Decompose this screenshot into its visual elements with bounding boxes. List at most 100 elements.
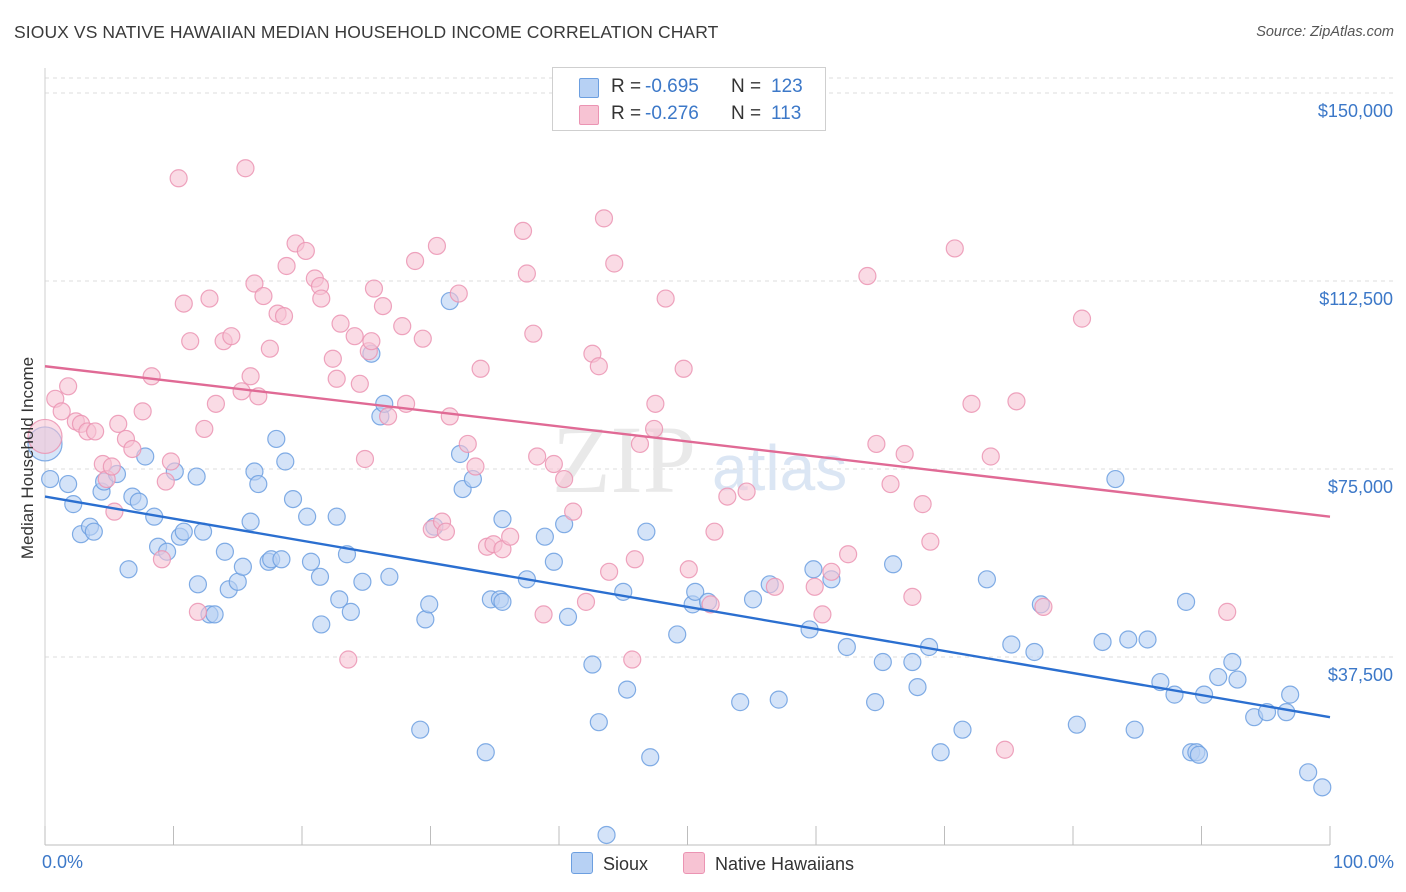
native-hawaiian-point [822, 562, 841, 581]
native-hawaiian-point [312, 289, 331, 308]
native-hawaiian-point [471, 359, 490, 378]
sioux-point [476, 743, 495, 762]
native-hawaiian-point [765, 577, 784, 596]
native-hawaiian-point [945, 239, 964, 258]
native-hawaiian-point [102, 457, 121, 476]
native-hawaiian-point [805, 577, 824, 596]
native-hawaiian-point [277, 256, 296, 276]
native-hawaiian-point [345, 327, 364, 346]
sioux-point [866, 693, 885, 712]
sioux-point [1119, 630, 1138, 649]
native-hawaiian-point [449, 284, 468, 303]
sioux-point [589, 713, 608, 732]
native-hawaiian-point [1034, 597, 1053, 616]
native-hawaiians-legend-label: Native Hawaiians [715, 854, 855, 874]
native-hawaiian-point [858, 266, 877, 286]
sioux-point [493, 592, 512, 611]
native-hawaiian-point [656, 289, 675, 308]
native-hawaiian-point [142, 367, 161, 386]
sioux-point [493, 510, 512, 529]
sioux-point [1313, 778, 1332, 797]
sioux-point [119, 560, 138, 579]
native-hawaiian-point [260, 339, 279, 358]
sioux-point [411, 720, 430, 739]
native-hawaiian-point [413, 329, 432, 348]
sioux-swatch [579, 78, 599, 98]
sioux-point [641, 748, 660, 767]
sioux-point [931, 743, 950, 762]
y-tick-label: $112,500 [1319, 289, 1393, 309]
sioux-point [301, 552, 321, 571]
sioux-point [283, 489, 303, 509]
native-hawaiian-point [564, 502, 583, 521]
native-hawaiian-point [296, 241, 315, 261]
native-hawaiian-point [701, 595, 720, 614]
native-hawaiian-point [331, 314, 350, 333]
native-hawaiian-point [152, 550, 172, 569]
sioux-point [420, 595, 439, 614]
native-hawaiian-point [513, 221, 533, 240]
native-hawaiian-point [1218, 602, 1237, 621]
sioux-point [187, 467, 206, 486]
native-hawaiian-point [339, 650, 358, 669]
native-hawaiian-point [206, 394, 226, 413]
native-hawaiian-point [705, 522, 724, 541]
sioux-legend-swatch [571, 852, 593, 874]
series-legend: Sioux Native Hawaiians [0, 852, 1406, 878]
sioux-point [731, 693, 750, 712]
native-hawaiian-point [181, 332, 200, 351]
sioux-point [583, 655, 602, 674]
sioux-point [908, 677, 927, 697]
native-hawaiian-point [133, 402, 152, 421]
sioux-point [233, 557, 252, 576]
sioux-point [1209, 667, 1228, 687]
native-hawaiian-point [625, 550, 644, 569]
native-hawaiian-point [195, 419, 214, 439]
native-hawaiian-point [169, 169, 188, 188]
native-hawaiian-point [200, 289, 219, 308]
native-hawaiian-point [594, 209, 614, 228]
native-hawaiian-point [630, 434, 650, 454]
sioux-point [272, 550, 291, 569]
sioux-point [804, 560, 823, 579]
sioux-point [353, 572, 372, 591]
native-hawaiian-point [679, 560, 698, 579]
sioux-point [205, 605, 224, 624]
native-hawaiian-point [109, 414, 128, 434]
sioux-point [64, 495, 83, 514]
native-hawaiian-point [576, 592, 596, 611]
native-hawaiian-point [605, 254, 624, 273]
native-hawaiian-point [156, 472, 175, 491]
native-hawaiian-point [323, 349, 342, 368]
sioux-point [597, 825, 616, 845]
chart-title: SIOUX VS NATIVE HAWAIIAN MEDIAN HOUSEHOL… [14, 22, 719, 42]
x-tick-min: 0.0% [42, 852, 84, 872]
n-value: 113 [771, 103, 802, 124]
native-hawaiian-point [350, 374, 369, 393]
sioux-point [1228, 670, 1247, 689]
sioux-point [267, 429, 286, 449]
sioux-point [129, 492, 148, 511]
sioux-point [1067, 715, 1086, 734]
native-hawaiian-point [466, 457, 485, 476]
data-points [27, 159, 1332, 845]
r-label: R = [611, 76, 642, 97]
y-axis-label: Median Household Income [18, 356, 37, 560]
native-hawaiian-point [646, 394, 665, 413]
sioux-point [188, 575, 208, 594]
sioux-point [241, 512, 260, 531]
native-hawaiian-point [245, 274, 264, 293]
native-hawaiians-legend-swatch [683, 852, 705, 874]
native-hawaiian-point [555, 469, 574, 489]
native-hawaiian-point [364, 279, 384, 298]
y-tick-label: $150,000 [1318, 101, 1393, 121]
sioux-point [380, 567, 399, 586]
native-hawaiian-point [355, 449, 375, 469]
r-value: -0.276 [645, 103, 699, 124]
sioux-point [298, 507, 317, 526]
stats-legend: R = -0.695 N = 123 R = -0.276 N = 113 [552, 67, 826, 131]
native-hawaiian-point [458, 434, 477, 454]
native-hawaiian-point [501, 527, 520, 546]
sioux-point [1277, 703, 1296, 722]
